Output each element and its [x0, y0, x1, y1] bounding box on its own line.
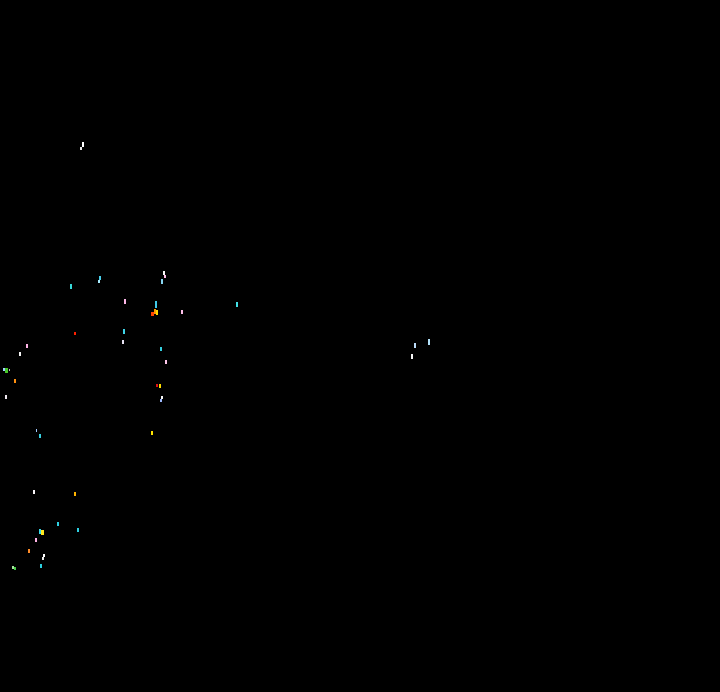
particle-segment — [160, 399, 162, 402]
particle-segment — [123, 329, 125, 334]
particle-segment — [160, 347, 162, 351]
particle-segment — [122, 340, 124, 344]
particle-segment — [411, 354, 413, 359]
particle-segment — [39, 434, 41, 438]
particle-segment — [181, 310, 183, 314]
particle-segment — [57, 522, 59, 526]
particle-segment — [151, 312, 154, 316]
particle-segment — [35, 538, 37, 542]
particle-segment — [77, 528, 79, 532]
particle-segment — [14, 379, 16, 383]
particle-segment — [164, 275, 166, 278]
particle-segment — [98, 280, 100, 283]
particle-segment — [26, 344, 28, 348]
particle-segment — [80, 147, 82, 150]
particle-segment — [3, 368, 5, 371]
particle-segment — [165, 360, 167, 364]
particle-segment — [161, 396, 163, 399]
particle-segment — [154, 309, 156, 314]
particle-segment — [161, 279, 163, 284]
particle-segment — [163, 271, 165, 275]
particle-segment — [40, 564, 42, 568]
particle-segment — [159, 384, 161, 388]
particle-segment — [42, 557, 44, 560]
particle-segment — [36, 429, 37, 432]
particle-segment — [5, 368, 8, 373]
particle-segment — [41, 530, 44, 535]
particle-segment — [236, 302, 238, 307]
particle-segment — [156, 310, 158, 315]
particle-segment — [39, 529, 41, 534]
particle-segment — [82, 142, 84, 147]
particle-segment — [428, 339, 430, 345]
particle-segment — [151, 431, 153, 435]
particle-segment — [33, 490, 35, 494]
particle-segment — [99, 276, 101, 280]
particle-segment — [5, 395, 7, 399]
particle-segment — [14, 567, 16, 570]
particle-segment — [156, 384, 158, 387]
particle-segment — [70, 284, 72, 289]
particle-segment — [12, 566, 14, 569]
particle-segment — [155, 301, 157, 308]
particle-segment — [43, 554, 45, 557]
particle-segment — [74, 492, 76, 496]
particle-segment — [19, 352, 21, 356]
particle-segment — [28, 549, 30, 553]
particle-segment — [9, 369, 10, 371]
particle-segment — [74, 332, 76, 335]
particle-segment — [414, 343, 416, 348]
particle-segment — [124, 299, 126, 304]
